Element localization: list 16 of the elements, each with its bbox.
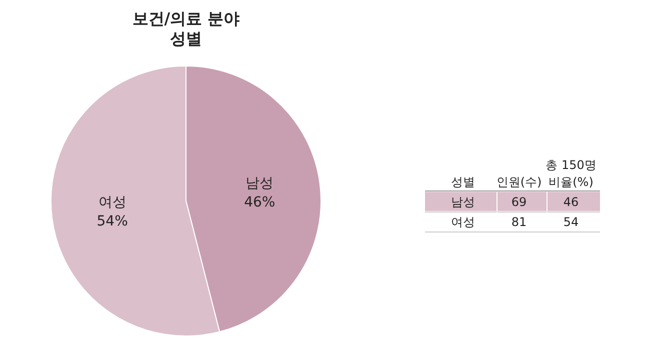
chart-title: 보건/의료 분야: [132, 9, 240, 28]
data-label: 81: [511, 215, 527, 229]
text: 비율(%): [548, 175, 594, 189]
data-label: 54%: [96, 213, 128, 230]
category-label: 남성: [451, 195, 475, 209]
slice-label: 여성: [98, 194, 126, 210]
text: 총 150명: [546, 158, 596, 172]
series-label: 인원(수): [496, 175, 542, 189]
category-label: 여성: [451, 215, 475, 229]
slice-label: 남성: [246, 176, 274, 192]
data-label: 46: [563, 195, 579, 209]
data-label: 69: [511, 195, 527, 209]
data-label: 54: [563, 215, 579, 229]
text: 성별: [451, 175, 475, 189]
chart-subtitle: 성별: [170, 29, 202, 48]
data-label: 46%: [244, 194, 276, 211]
